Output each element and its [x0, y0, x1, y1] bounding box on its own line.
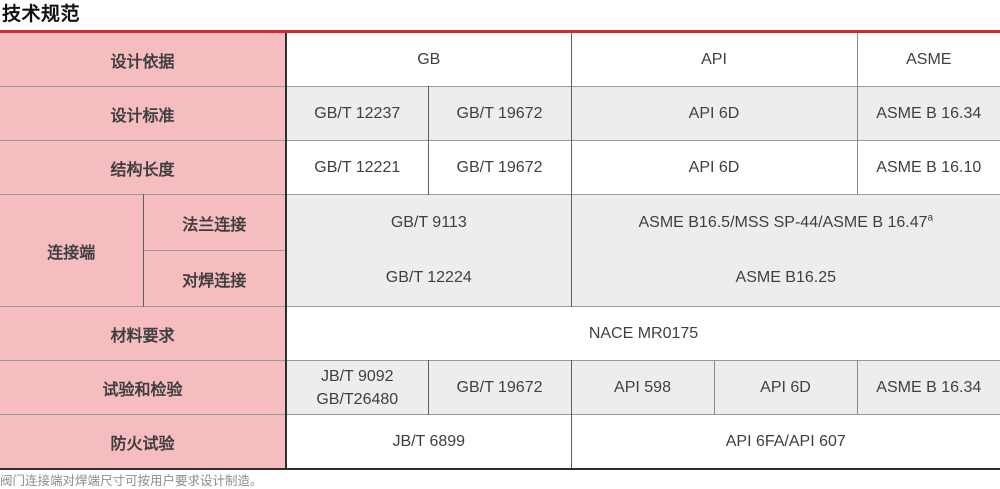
cell-test-gb-b: GB/T 19672	[428, 360, 572, 415]
row-fire-test: 防火试验 JB/T 6899 API 6FA/API 607	[0, 414, 1000, 469]
row-design-basis: 设计依据 GB API ASME	[0, 31, 1000, 87]
cell-design-standard-api: API 6D	[571, 86, 858, 141]
cell-flange-intl: ASME B16.5/MSS SP-44/ASME B 16.47a	[571, 194, 1000, 251]
cell-design-standard-gb-b: GB/T 19672	[428, 86, 572, 141]
cell-fire-intl: API 6FA/API 607	[571, 414, 1000, 469]
cell-weld-intl: ASME B16.25	[571, 250, 1000, 307]
row-label-connection: 连接端	[0, 194, 144, 307]
cell-test-gb-a-line2: GB/T26480	[316, 390, 399, 408]
cell-structure-length-gb-a: GB/T 12221	[286, 140, 429, 195]
row-label-material: 材料要求	[0, 306, 288, 361]
row-test-inspection: 试验和检验 JB/T 9092 GB/T26480 GB/T 19672 API …	[0, 360, 1000, 415]
cell-test-api-b: API 6D	[714, 360, 858, 415]
footnote: 阀门连接端对焊端尺寸可按用户要求设计制造。	[0, 474, 263, 488]
cell-weld-gb: GB/T 12224	[286, 250, 572, 307]
spec-table: 设计依据 GB API ASME 设计标准 GB/T 12237 GB/T 19…	[0, 30, 1000, 470]
cell-structure-length-api: API 6D	[571, 140, 858, 195]
cell-fire-gb: JB/T 6899	[286, 414, 572, 469]
cell-design-basis-gb: GB	[286, 31, 572, 87]
row-label-test-inspection: 试验和检验	[0, 360, 288, 415]
row-label-fire-test: 防火试验	[0, 414, 288, 469]
cell-flange-intl-text: ASME B16.5/MSS SP-44/ASME B 16.47	[638, 213, 928, 231]
cell-test-gb-a-line1: JB/T 9092	[320, 367, 394, 385]
cell-flange-gb: GB/T 9113	[286, 194, 572, 251]
row-label-design-standard: 设计标准	[0, 86, 288, 141]
row-label-structure-length: 结构长度	[0, 140, 288, 195]
cell-structure-length-asme: ASME B 16.10	[857, 140, 1000, 195]
row-label-weld: 对焊连接	[143, 250, 288, 307]
cell-design-standard-asme: ASME B 16.34	[857, 86, 1000, 141]
row-material: 材料要求 NACE MR0175	[0, 306, 1000, 361]
row-label-design-basis: 设计依据	[0, 31, 288, 87]
row-connection-flange: 连接端 法兰连接 GB/T 9113 ASME B16.5/MSS SP-44/…	[0, 194, 1000, 307]
row-structure-length: 结构长度 GB/T 12221 GB/T 19672 API 6D ASME B…	[0, 140, 1000, 195]
cell-structure-length-gb-b: GB/T 19672	[428, 140, 572, 195]
cell-material-value: NACE MR0175	[286, 306, 1000, 361]
page-title: 技术规范	[2, 4, 81, 25]
row-connection-weld: 对焊连接 GB/T 12224 ASME B16.25	[0, 250, 1000, 307]
cell-design-basis-api: API	[571, 31, 858, 87]
cell-test-api-a: API 598	[571, 360, 715, 415]
cell-design-standard-gb-a: GB/T 12237	[286, 86, 429, 141]
row-label-flange: 法兰连接	[143, 194, 288, 251]
cell-design-basis-asme: ASME	[906, 50, 952, 68]
cell-test-asme: ASME B 16.34	[857, 360, 1000, 415]
footnote-marker-a: a	[927, 212, 934, 224]
cell-test-gb-a: JB/T 9092 GB/T26480	[286, 360, 429, 415]
row-design-standard: 设计标准 GB/T 12237 GB/T 19672 API 6D ASME B…	[0, 86, 1000, 141]
